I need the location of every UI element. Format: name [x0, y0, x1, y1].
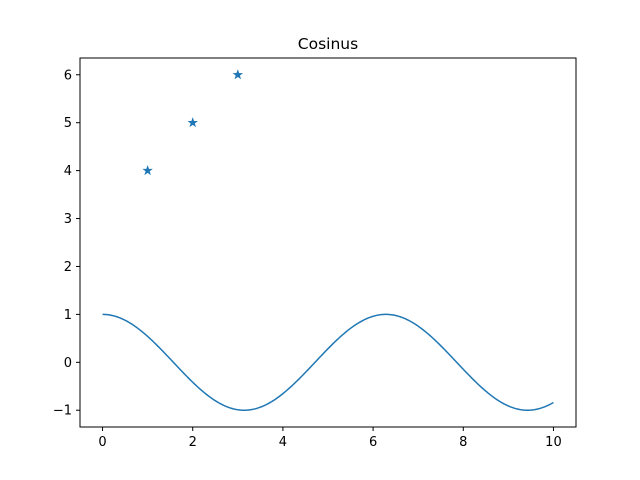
axes-frame [79, 57, 577, 428]
star-marker [187, 117, 198, 128]
y-tick-label: 1 [64, 308, 72, 323]
y-tick-label: 3 [64, 212, 72, 227]
x-tick-label: 4 [279, 435, 287, 450]
y-tick-label: 5 [64, 116, 72, 131]
x-tick-label: 6 [369, 435, 377, 450]
x-tick-label: 10 [545, 435, 562, 450]
y-axis: −1 0 1 2 3 4 5 6 [53, 68, 80, 419]
star-marker [142, 165, 153, 176]
chart-title: Cosinus [298, 35, 358, 53]
y-tick-label: 6 [64, 68, 72, 83]
x-tick-label: 2 [189, 435, 197, 450]
cosine-line [102, 313, 554, 411]
x-tick-label: 0 [98, 435, 106, 450]
y-tick-label: 4 [64, 164, 72, 179]
y-tick-label: 2 [64, 260, 72, 275]
y-tick-label: 0 [64, 356, 72, 371]
star-marker [232, 69, 244, 80]
plot-area [102, 69, 554, 411]
y-tick-label: −1 [53, 404, 72, 419]
x-axis: 0 2 4 6 8 10 [98, 427, 562, 450]
x-tick-label: 8 [459, 435, 467, 450]
